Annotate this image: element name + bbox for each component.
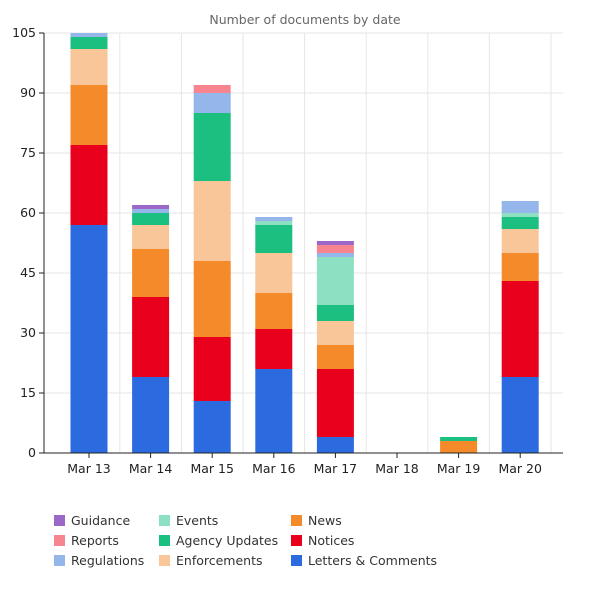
legend-item[interactable]: Agency Updates <box>159 531 278 549</box>
legend-swatch <box>159 554 170 566</box>
legend-label: Notices <box>308 532 355 548</box>
y-tick-label: 90 <box>20 85 36 100</box>
bar-segment[interactable] <box>132 377 170 453</box>
legend-label: Reports <box>71 532 119 548</box>
bar-segment[interactable] <box>316 345 354 369</box>
legend-swatch <box>54 554 65 566</box>
bar-segment[interactable] <box>316 369 354 437</box>
y-tick-label: 30 <box>20 325 36 340</box>
x-tick-label: Mar 16 <box>252 461 296 476</box>
bar-segment[interactable] <box>316 321 354 345</box>
bar-segment[interactable] <box>70 37 108 49</box>
chart-title: Number of documents by date <box>209 12 401 27</box>
legend-label: Events <box>176 512 219 528</box>
legend-swatch <box>54 534 65 546</box>
legend-swatch <box>54 514 65 526</box>
legend-item[interactable]: Reports <box>54 531 119 549</box>
x-axis-ticks: Mar 13 Mar 14 Mar 15 Mar 16 Mar 17 Mar 18 Mar … <box>67 453 542 476</box>
bar-segment[interactable] <box>70 85 108 145</box>
x-tick-label: Mar 18 <box>375 461 419 476</box>
bar-segment[interactable] <box>501 281 539 377</box>
bar-segment[interactable] <box>132 249 170 297</box>
legend-label: Letters & Comments <box>308 552 438 568</box>
bar-segment[interactable] <box>193 261 231 337</box>
bar-stacks <box>70 33 539 453</box>
legend-label: Agency Updates <box>176 532 279 548</box>
legend-item[interactable]: Enforcements <box>159 551 263 569</box>
y-tick-label: 105 <box>12 25 36 40</box>
legend-swatch <box>291 534 302 546</box>
bar-segment[interactable] <box>501 201 539 213</box>
bar-segment[interactable] <box>501 217 539 229</box>
bar-segment[interactable] <box>255 293 293 329</box>
bar-segment[interactable] <box>501 213 539 217</box>
bar-segment[interactable] <box>316 437 354 453</box>
y-tick-label: 45 <box>20 265 36 280</box>
bar-segment[interactable] <box>132 297 170 377</box>
bar-segment[interactable] <box>132 213 170 225</box>
bar-segment[interactable] <box>132 205 170 209</box>
bar-segment[interactable] <box>193 93 231 113</box>
legend-label: Regulations <box>71 552 145 568</box>
legend-label: Guidance <box>71 512 131 528</box>
y-axis-ticks: 0 15 30 45 60 75 90 105 <box>12 25 44 460</box>
legend-item[interactable]: Regulations <box>54 551 144 569</box>
bar-segment[interactable] <box>316 241 354 245</box>
y-tick-label: 0 <box>28 445 36 460</box>
bar-segment[interactable] <box>70 33 108 37</box>
bar-segment[interactable] <box>440 441 478 453</box>
bar-segment[interactable] <box>255 217 293 221</box>
x-tick-label: Mar 14 <box>129 461 173 476</box>
bar-segment[interactable] <box>70 145 108 225</box>
bar-segment[interactable] <box>255 329 293 369</box>
bar-segment[interactable] <box>193 181 231 261</box>
legend-item[interactable]: Letters & Comments <box>291 551 437 569</box>
y-tick-label: 75 <box>20 145 36 160</box>
bar-segment[interactable] <box>193 113 231 181</box>
bar-segment[interactable] <box>501 253 539 281</box>
x-tick-label: Mar 15 <box>190 461 233 476</box>
bar-segment[interactable] <box>440 437 478 441</box>
bar-segment[interactable] <box>316 245 354 253</box>
legend-label: Enforcements <box>176 552 263 568</box>
legend-swatch <box>159 534 170 546</box>
x-tick-label: Mar 19 <box>437 461 481 476</box>
axes <box>43 33 563 454</box>
bar-segment[interactable] <box>132 225 170 249</box>
bar-segment[interactable] <box>193 337 231 401</box>
legend-item[interactable]: News <box>291 511 342 529</box>
bar-segment[interactable] <box>193 401 231 453</box>
bar-segment[interactable] <box>316 257 354 305</box>
bar-segment[interactable] <box>255 253 293 293</box>
legend: Guidance Reports Regulations Events Agency U… <box>54 511 574 571</box>
legend-swatch <box>291 514 302 526</box>
legend-label: News <box>308 512 342 528</box>
legend-item[interactable]: Notices <box>291 531 354 549</box>
x-tick-label: Mar 17 <box>314 461 357 476</box>
x-tick-label: Mar 13 <box>67 461 110 476</box>
bar-segment[interactable] <box>70 225 108 453</box>
bar-segment[interactable] <box>255 221 293 225</box>
y-tick-label: 15 <box>20 385 36 400</box>
y-tick-label: 60 <box>20 205 36 220</box>
gridlines <box>44 32 563 453</box>
legend-item[interactable]: Guidance <box>54 511 130 529</box>
bar-segment[interactable] <box>255 369 293 453</box>
bar-segment[interactable] <box>70 49 108 85</box>
bar-segment[interactable] <box>193 85 231 93</box>
x-tick-label: Mar 20 <box>498 461 542 476</box>
legend-swatch <box>159 514 170 526</box>
bar-segment[interactable] <box>501 377 539 453</box>
bar-segment[interactable] <box>316 305 354 321</box>
bar-segment[interactable] <box>255 225 293 253</box>
legend-swatch <box>291 554 302 566</box>
bar-segment[interactable] <box>132 209 170 213</box>
bar-segment[interactable] <box>316 253 354 257</box>
legend-item[interactable]: Events <box>159 511 218 529</box>
bar-segment[interactable] <box>501 229 539 253</box>
